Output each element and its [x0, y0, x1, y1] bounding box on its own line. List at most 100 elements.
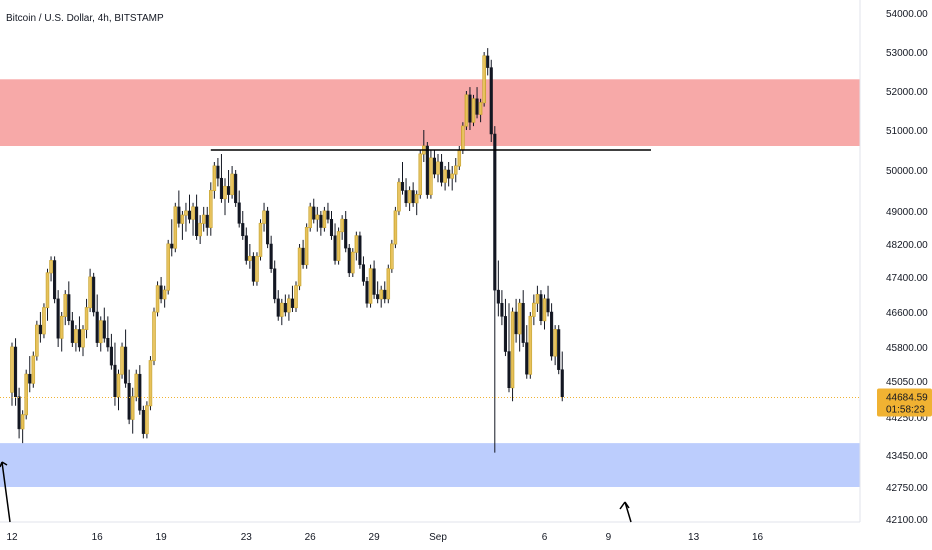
candle-body: [56, 298, 60, 339]
price-tick-label: 51000.00: [886, 126, 928, 137]
candle-body: [251, 256, 255, 282]
candle-body: [475, 98, 479, 115]
candle-body-fill: [518, 303, 521, 334]
candle-body: [67, 294, 71, 321]
bar-countdown: 01:58:23: [886, 404, 925, 415]
candle-body: [124, 346, 128, 384]
price-tick-label: 45050.00: [886, 377, 928, 388]
candle-body: [411, 190, 415, 204]
candle-body-fill: [479, 102, 482, 115]
candle-body-fill: [75, 329, 77, 343]
candle-body: [216, 165, 220, 179]
candle-body-fill: [511, 312, 514, 388]
time-axis[interactable]: 12 16 19 23 26 29 Sep 6 9 13 16: [6, 532, 763, 543]
candle-body: [92, 276, 96, 313]
candle-body-fill: [444, 170, 446, 183]
candle-body: [521, 303, 525, 343]
candle-body: [503, 316, 507, 352]
candle-body: [219, 177, 223, 199]
price-tick-label: 52000.00: [886, 87, 928, 98]
price-tick-label: 44250.00: [886, 413, 928, 424]
price-axis[interactable]: 54000.00 53000.00 52000.00 51000.00 50000.00…: [886, 9, 928, 526]
candle-body-fill: [163, 290, 166, 299]
candle-body: [283, 303, 287, 313]
candle-body-fill: [390, 244, 393, 269]
date-tick-label: 13: [688, 532, 700, 543]
price-tick-label: 53000.00: [886, 48, 928, 59]
candle-body-fill: [394, 211, 397, 244]
candle-body-fill: [202, 215, 205, 224]
candle-body: [187, 210, 192, 220]
candle-body: [227, 186, 231, 195]
candle-body: [205, 214, 209, 228]
candle-body-fill: [309, 206, 312, 228]
price-tick-label: 48200.00: [886, 240, 928, 251]
candle-body-fill: [85, 307, 88, 330]
last-price-tag: [877, 388, 932, 417]
candle-body-fill: [153, 312, 155, 361]
candle-body-fill: [337, 231, 340, 261]
date-tick-label: 6: [542, 532, 548, 543]
candle-body: [400, 182, 405, 191]
candle-body: [109, 346, 113, 366]
candle-body-fill: [209, 190, 212, 228]
price-tick-label: 54000.00: [886, 9, 928, 20]
candle-body-fill: [11, 347, 13, 393]
candle-body-fill: [305, 227, 308, 265]
candle-body: [372, 268, 376, 295]
candle-body-fill: [483, 55, 486, 103]
candle-body-fill: [121, 347, 123, 375]
candle-body: [102, 320, 106, 339]
candle-body: [383, 289, 387, 300]
candle-body-fill: [415, 194, 418, 203]
candle-body-fill: [472, 98, 475, 123]
candle-body: [361, 264, 365, 282]
candle-body: [53, 260, 57, 300]
candle-body-fill: [369, 268, 372, 304]
candle-body: [28, 373, 32, 384]
candle-body: [70, 320, 74, 343]
candle-body: [326, 210, 330, 220]
candle-body: [234, 173, 238, 204]
candle-body: [514, 311, 518, 335]
candle-body-fill: [461, 126, 464, 150]
candle-body-fill: [117, 374, 120, 397]
candle-body-fill: [43, 307, 45, 334]
candle-body: [525, 342, 529, 375]
candle-body: [266, 210, 270, 245]
candle-body-fill: [387, 268, 390, 299]
candle-body: [177, 206, 181, 224]
candle-body: [95, 311, 99, 343]
candle-body: [17, 396, 21, 430]
candle-body: [273, 268, 277, 300]
candle-body-fill: [89, 277, 91, 308]
candle-body-fill: [181, 215, 184, 224]
candle-body-fill: [46, 272, 49, 308]
candle-body: [241, 223, 245, 236]
price-tick-label: 43450.00: [886, 451, 928, 462]
date-tick-label: 23: [241, 532, 253, 543]
candle-body: [507, 351, 511, 388]
arrows-layer: [0, 461, 632, 523]
candle-body-fill: [288, 298, 290, 312]
date-tick-label: 29: [369, 532, 381, 543]
candle-body-fill: [213, 166, 216, 191]
candle-body-fill: [419, 154, 422, 195]
candle-body-fill: [231, 174, 233, 195]
candle-body: [376, 294, 380, 300]
date-tick-label: Sep: [429, 532, 447, 543]
candle-body-fill: [32, 356, 35, 384]
candle-body: [77, 329, 82, 348]
candle-body: [489, 67, 493, 135]
chart-title: Bitcoin / U.S. Dollar, 4h, BITSTAMP: [6, 13, 164, 24]
candle-body-fill: [82, 329, 84, 347]
candle-body-fill: [451, 174, 454, 179]
candle-body: [244, 235, 248, 261]
candle-body: [127, 383, 131, 420]
candle-body: [546, 298, 550, 313]
candle-body: [432, 157, 436, 175]
date-tick-label: 16: [752, 532, 764, 543]
candle-body: [447, 169, 451, 179]
last-price-value: 44684.59: [886, 392, 928, 403]
